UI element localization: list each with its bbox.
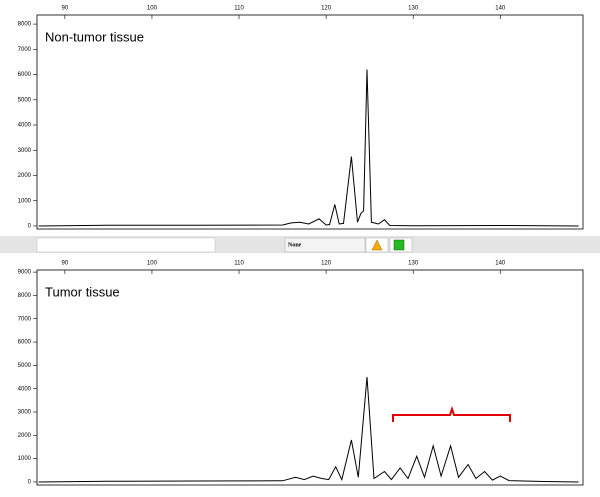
y-tick-label: 3000 bbox=[18, 410, 32, 416]
x-tick-label: 90 bbox=[62, 6, 69, 12]
y-tick-label: 4000 bbox=[18, 123, 32, 129]
y-tick-label: 6000 bbox=[18, 340, 32, 346]
y-tick-label: 8000 bbox=[18, 22, 32, 28]
y-tick-label: 5000 bbox=[18, 363, 32, 369]
annotation: Non-tumor tissue bbox=[45, 29, 144, 44]
x-tick-label: 100 bbox=[147, 261, 158, 267]
annotation: Tumor tissue bbox=[45, 284, 120, 299]
y-tick-label: 3000 bbox=[18, 148, 32, 154]
y-tick-label: 1000 bbox=[18, 198, 32, 204]
y-tick-label: 4000 bbox=[18, 386, 32, 392]
y-tick-label: 9000 bbox=[18, 270, 32, 276]
y-tick-label: 7000 bbox=[18, 47, 32, 53]
bracket bbox=[392, 405, 511, 422]
trace bbox=[38, 69, 579, 227]
x-tick-label: 120 bbox=[321, 261, 332, 267]
x-tick-label: 110 bbox=[234, 6, 244, 12]
x-tick-label: 130 bbox=[408, 6, 419, 12]
x-tick-label: 140 bbox=[495, 6, 506, 12]
y-tick-label: 1000 bbox=[18, 456, 32, 462]
plot-area bbox=[36, 269, 584, 486]
label-box bbox=[284, 237, 366, 253]
y-tick-label: 2000 bbox=[18, 433, 32, 439]
ok-icon bbox=[393, 239, 405, 251]
y-tick-label: 2000 bbox=[18, 173, 32, 179]
x-tick-label: 140 bbox=[495, 261, 506, 267]
y-tick-label: 8000 bbox=[18, 293, 32, 299]
x-tick-label: 90 bbox=[62, 261, 69, 267]
scroll-region[interactable] bbox=[36, 237, 216, 253]
x-tick-label: 100 bbox=[147, 6, 158, 12]
y-tick-label: 7000 bbox=[18, 316, 32, 322]
toolbar-label: None bbox=[288, 242, 302, 248]
x-tick-label: 130 bbox=[408, 261, 419, 267]
x-tick-label: 120 bbox=[321, 6, 332, 12]
trace bbox=[38, 376, 579, 483]
warning-icon bbox=[371, 239, 383, 251]
plot-area bbox=[36, 14, 584, 230]
y-tick-label: 5000 bbox=[18, 97, 32, 103]
y-tick-label: 0 bbox=[28, 224, 32, 230]
x-tick-label: 110 bbox=[234, 261, 244, 267]
y-tick-label: 0 bbox=[28, 480, 32, 486]
y-tick-label: 6000 bbox=[18, 72, 32, 78]
